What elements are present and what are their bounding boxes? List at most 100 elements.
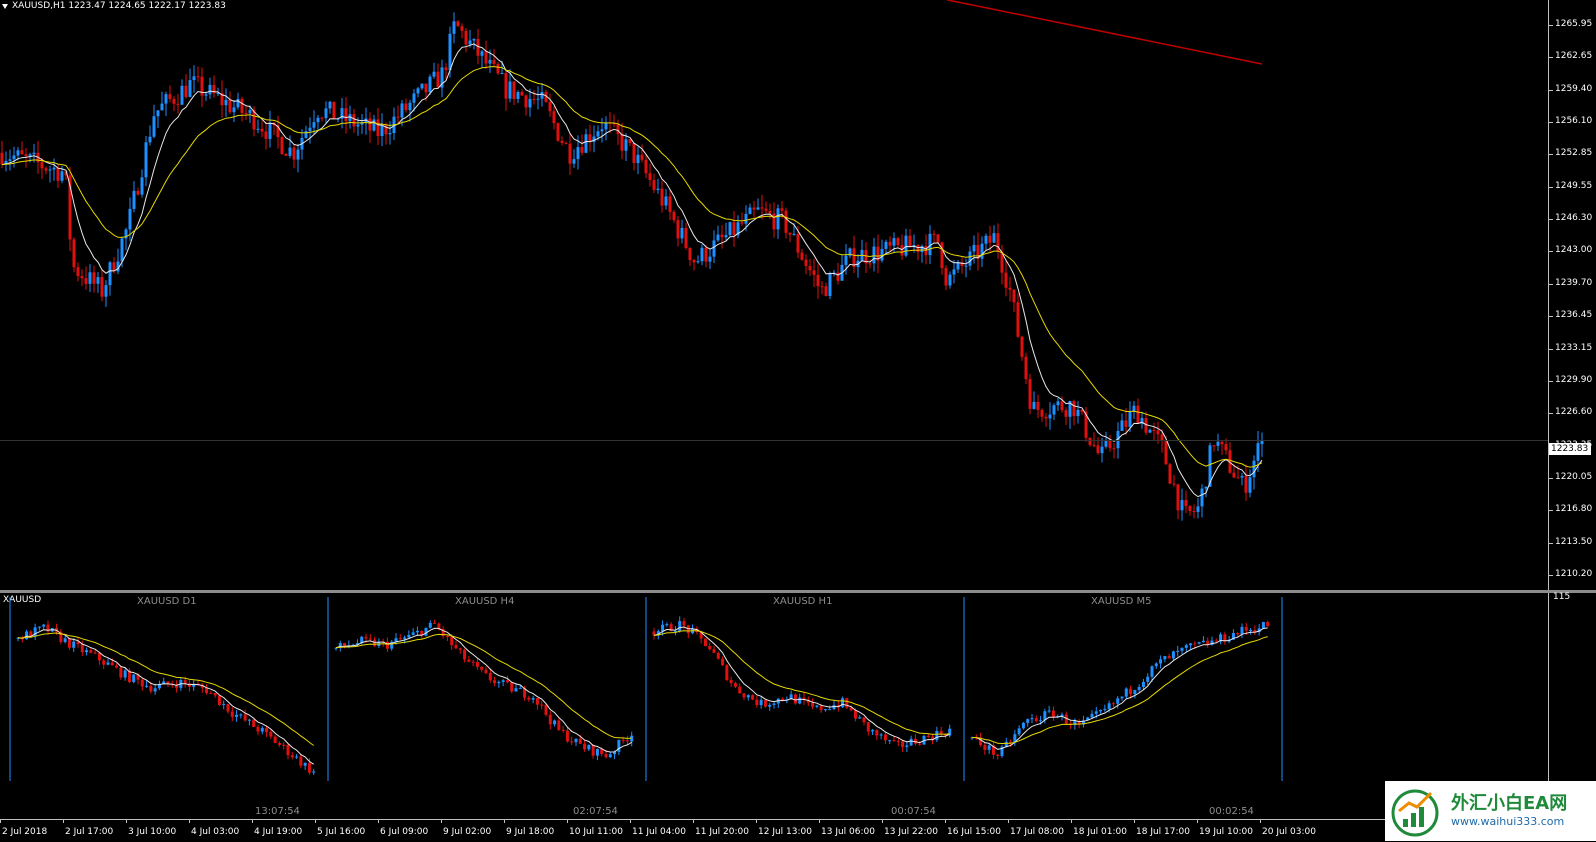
candle — [1056, 397, 1060, 411]
panel-candle — [892, 735, 896, 742]
candle — [404, 98, 408, 113]
candle — [416, 86, 420, 98]
panel-candle — [269, 729, 273, 740]
candle — [508, 69, 512, 103]
panel-candle — [565, 727, 569, 743]
trendline[interactable] — [946, 0, 1263, 65]
time-axis-label: 6 Jul 09:00 — [380, 827, 429, 837]
panel-candle — [793, 693, 797, 705]
panel-candle — [239, 713, 243, 719]
candle — [1048, 402, 1052, 430]
panel-candle — [751, 694, 755, 701]
candle — [532, 89, 536, 105]
sub-axis-label: 115 — [1553, 592, 1571, 602]
panel-candle — [1000, 744, 1004, 758]
sub-indicator-window[interactable]: XAUUSD XAUUSD D1 XAUUSD H4 XAUUSD H1 XAU… — [0, 593, 1548, 819]
candle — [460, 23, 464, 39]
candle — [368, 112, 372, 143]
panel-candle — [235, 709, 239, 722]
panel-candle — [845, 697, 849, 710]
candle — [1260, 432, 1264, 457]
candle — [392, 107, 396, 140]
chart-title: XAUUSD,H1 1223.47 1224.65 1222.17 1223.8… — [12, 1, 226, 11]
candle — [1144, 411, 1148, 436]
price-axis-tick — [1549, 380, 1553, 382]
panel-title-h4: XAUUSD H4 — [455, 596, 515, 607]
window-separator[interactable] — [0, 590, 1596, 593]
candle — [628, 138, 632, 146]
candle — [420, 83, 424, 91]
candle — [388, 121, 392, 145]
panel-candle — [866, 722, 870, 736]
candle — [480, 50, 484, 68]
candle — [860, 239, 864, 261]
candle — [520, 89, 524, 97]
time-axis-tick — [945, 820, 946, 823]
panel-candle — [1167, 653, 1171, 659]
price-axis-label: 1252.85 — [1555, 148, 1593, 159]
candle — [116, 248, 120, 275]
candle — [140, 169, 144, 198]
candle — [716, 225, 720, 242]
candle — [620, 122, 624, 160]
price-axis[interactable]: 1265.95 1262.65 1259.40 1256.10 1252.85 1249.… — [1548, 0, 1596, 590]
candle — [408, 99, 412, 122]
sub-indicator-axis[interactable]: 115 — [1548, 592, 1596, 819]
candle — [1224, 438, 1228, 455]
candle — [940, 241, 944, 275]
price-axis-label: 1243.00 — [1555, 245, 1593, 256]
panel-candle — [729, 676, 733, 687]
panel-candle — [243, 709, 247, 722]
panel-candle — [63, 635, 67, 644]
candle — [1176, 483, 1180, 520]
candle — [228, 91, 232, 114]
panel-candle — [1124, 687, 1128, 699]
panel-timer-d1: 13:07:54 — [255, 806, 300, 817]
candle — [304, 125, 308, 139]
time-axis-label: 4 Jul 19:00 — [254, 827, 303, 837]
candle — [144, 136, 148, 187]
candle — [632, 142, 636, 171]
candle — [1248, 469, 1252, 498]
panel-candle — [1249, 628, 1253, 635]
panel-candle — [25, 629, 29, 640]
price-axis-label: 1226.60 — [1555, 407, 1593, 418]
candle — [208, 77, 212, 99]
price-axis-label: 1262.65 — [1555, 51, 1593, 62]
candle — [1168, 463, 1172, 485]
panel-ma-fast-line — [17, 629, 314, 765]
time-axis-label: 3 Jul 10:00 — [128, 827, 177, 837]
candle — [332, 101, 336, 120]
candle — [952, 259, 956, 284]
panel-candle — [484, 666, 488, 675]
time-axis[interactable]: 2 Jul 2018 2 Jul 17:00 3 Jul 10:00 4 Jul 03… — [0, 819, 1548, 842]
panel-candle — [299, 754, 303, 769]
candle — [1220, 441, 1224, 455]
candle — [840, 255, 844, 281]
panel-candle — [871, 728, 875, 735]
main-chart-area[interactable]: XAUUSD,H1 1223.47 1224.65 1222.17 1223.8… — [0, 0, 1548, 590]
panel-ma-fast-line — [335, 627, 632, 753]
candle — [528, 88, 532, 117]
candlestick-chart[interactable] — [0, 0, 1548, 590]
candle — [456, 20, 460, 27]
panel-candle — [678, 616, 682, 633]
time-axis-label: 18 Jul 01:00 — [1073, 827, 1127, 837]
panel-title-m5: XAUUSD M5 — [1091, 596, 1152, 607]
candle — [248, 105, 252, 123]
candle — [188, 68, 192, 98]
panel-candle — [883, 731, 887, 745]
panel-candle — [1034, 715, 1038, 723]
panel-candle — [828, 705, 832, 711]
chart-menu-arrow-icon[interactable] — [2, 4, 8, 9]
candle — [964, 258, 968, 278]
time-axis-tick — [693, 820, 694, 823]
panel-candle — [768, 702, 772, 711]
candle — [436, 63, 440, 88]
candle — [1240, 472, 1244, 486]
candle — [1040, 408, 1044, 422]
candle — [908, 229, 912, 248]
price-axis-tick — [1549, 154, 1553, 156]
panel-candle — [686, 624, 690, 639]
price-axis-label: 1246.30 — [1555, 213, 1593, 224]
